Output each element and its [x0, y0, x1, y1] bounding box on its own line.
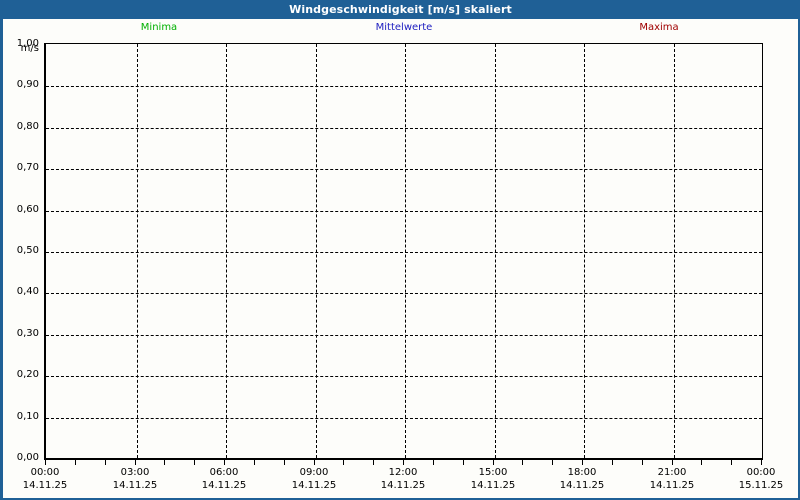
x-axis-tick-date: 14.11.25: [22, 480, 68, 491]
x-axis-tick-date: 14.11.25: [112, 480, 158, 491]
grid-line-horizontal: [46, 169, 762, 170]
x-axis-tick-date: 14.11.25: [201, 480, 247, 491]
grid-line-vertical: [226, 44, 227, 458]
grid-line-horizontal: [46, 128, 762, 129]
x-axis-tick-date: 14.11.25: [291, 480, 337, 491]
grid-line-horizontal: [46, 211, 762, 212]
y-axis-tick-label: 0,70: [16, 162, 39, 173]
x-axis-tick-mark: [45, 460, 46, 465]
y-axis-tick-label: 0,20: [16, 369, 39, 380]
grid-line-vertical: [316, 44, 317, 458]
x-axis-tick-mark: [701, 460, 702, 465]
x-axis-tick-mark: [403, 460, 404, 465]
x-axis-tick-mark: [552, 460, 553, 465]
x-axis-tick-label: 15:00 14.11.25: [448, 466, 538, 492]
grid-line-horizontal: [46, 459, 762, 460]
grid-line-vertical: [405, 44, 406, 458]
grid-line-vertical: [584, 44, 585, 458]
x-axis-tick-time: 09:00: [299, 467, 329, 478]
x-axis-tick-date: 14.11.25: [649, 480, 695, 491]
x-axis-tick-time: 18:00: [567, 467, 597, 478]
x-axis-tick-label: 06:00 14.11.25: [179, 466, 269, 492]
x-axis-tick-mark: [761, 460, 762, 465]
legend-item-minima: Minima: [99, 22, 219, 33]
x-axis-tick-time: 21:00: [657, 467, 687, 478]
y-axis-tick-label: 1,00: [16, 38, 39, 49]
y-axis-unit-label: m/s: [20, 43, 39, 54]
x-axis-tick-label: 18:00 14.11.25: [537, 466, 627, 492]
x-axis-tick-mark: [373, 460, 374, 465]
legend-label-maxima: Maxima: [639, 22, 679, 33]
x-axis-tick-mark: [463, 460, 464, 465]
x-axis-tick-mark: [164, 460, 165, 465]
y-axis-tick-label: 0,90: [16, 79, 39, 90]
x-axis-tick-mark: [642, 460, 643, 465]
y-axis-tick-label: 0,30: [16, 328, 39, 339]
grid-line-vertical: [495, 44, 496, 458]
plot-area: [44, 43, 763, 460]
x-axis-tick-mark: [433, 460, 434, 465]
x-axis-tick-label: 00:00 15.11.25: [716, 466, 800, 492]
x-axis-tick-label: 09:00 14.11.25: [269, 466, 359, 492]
x-axis-tick-mark: [672, 460, 673, 465]
grid-line-horizontal: [46, 418, 762, 419]
grid-line-vertical: [137, 44, 138, 458]
page-title: Windgeschwindigkeit [m/s] skaliert: [289, 3, 512, 16]
x-axis-tick-time: 00:00: [30, 467, 60, 478]
legend-item-mittelwerte: Mittelwerte: [344, 22, 464, 33]
x-axis-tick-mark: [731, 460, 732, 465]
grid-line-horizontal: [46, 252, 762, 253]
legend-item-maxima: Maxima: [599, 22, 719, 33]
x-axis-tick-mark: [194, 460, 195, 465]
x-axis-tick-label: 12:00 14.11.25: [358, 466, 448, 492]
x-axis-tick-label: 03:00 14.11.25: [90, 466, 180, 492]
y-axis-tick-label: 0,80: [16, 121, 39, 132]
x-axis-tick-date: 15.11.25: [738, 480, 784, 491]
x-axis-tick-time: 00:00: [746, 467, 776, 478]
y-axis-tick-label: 0,60: [16, 204, 39, 215]
y-axis-tick-label: 0,50: [16, 245, 39, 256]
window-title-bar: Windgeschwindigkeit [m/s] skaliert: [3, 0, 798, 19]
x-axis-tick-mark: [75, 460, 76, 465]
legend-label-mittelwerte: Mittelwerte: [375, 22, 433, 33]
x-axis-tick-mark: [254, 460, 255, 465]
y-axis-tick-label: 0,40: [16, 286, 39, 297]
x-axis-tick-date: 14.11.25: [559, 480, 605, 491]
legend-label-minima: Minima: [140, 22, 178, 33]
x-axis-tick-mark: [135, 460, 136, 465]
x-axis-tick-mark: [224, 460, 225, 465]
x-axis-tick-date: 14.11.25: [380, 480, 426, 491]
x-axis-tick-mark: [314, 460, 315, 465]
x-axis-tick-time: 06:00: [209, 467, 239, 478]
grid-line-horizontal: [46, 86, 762, 87]
x-axis-tick-time: 03:00: [120, 467, 150, 478]
grid-line-vertical: [674, 44, 675, 458]
x-axis-tick-mark: [582, 460, 583, 465]
grid-line-horizontal: [46, 335, 762, 336]
x-axis-tick-mark: [612, 460, 613, 465]
y-axis-tick-label: 0,10: [16, 411, 39, 422]
x-axis-tick-time: 12:00: [388, 467, 418, 478]
x-axis-tick-mark: [284, 460, 285, 465]
x-axis-tick-mark: [105, 460, 106, 465]
x-axis-tick-date: 14.11.25: [470, 480, 516, 491]
x-axis-tick-label: 21:00 14.11.25: [627, 466, 717, 492]
grid-line-horizontal: [46, 376, 762, 377]
x-axis-tick-mark: [522, 460, 523, 465]
y-axis-tick-label: 0,00: [16, 452, 39, 463]
x-axis-tick-mark: [493, 460, 494, 465]
chart-legend: Minima Mittelwerte Maxima: [3, 19, 798, 37]
x-axis-tick-time: 15:00: [478, 467, 508, 478]
grid-line-horizontal: [46, 293, 762, 294]
x-axis-tick-label: 00:00 14.11.25: [0, 466, 90, 492]
x-axis-tick-mark: [343, 460, 344, 465]
